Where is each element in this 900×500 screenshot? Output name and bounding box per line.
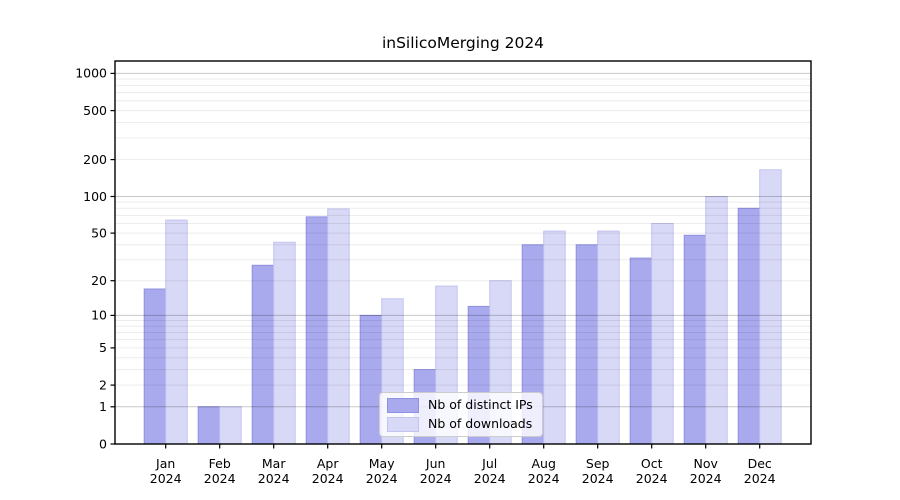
y-tick-label: 1 <box>99 399 107 414</box>
bar-downloads-dec <box>759 169 782 445</box>
grid-layer <box>115 72 811 408</box>
bar-ips-oct <box>629 257 653 445</box>
x-axis: Jan 2024 Feb 2024 Mar 2024 Apr 2024 May 2024 Jun 20… <box>150 444 776 486</box>
bar-downloads-sep <box>597 230 620 445</box>
legend-item-distinct-ips: Nb of distinct IPs <box>387 396 542 413</box>
x-tick-label: May 2024 <box>366 456 398 486</box>
bar-ips-sep <box>575 244 599 445</box>
y-tick-label: 1000 <box>75 66 107 81</box>
legend-swatch-downloads-icon <box>387 416 419 432</box>
legend-label-distinct-ips: Nb of distinct IPs <box>428 396 533 412</box>
chart-title: inSilicoMerging 2024 <box>381 34 545 52</box>
legend-label-downloads: Nb of downloads <box>428 415 533 431</box>
y-tick-label: 10 <box>91 308 107 323</box>
y-tick-label: 500 <box>83 103 107 118</box>
y-tick-label: 2 <box>99 377 107 392</box>
x-tick-label: Aug 2024 <box>528 456 560 486</box>
x-tick-label: Feb 2024 <box>204 456 236 486</box>
bar-downloads-feb <box>219 406 242 445</box>
x-tick-label: Dec 2024 <box>744 456 776 486</box>
x-tick-label: Jul 2024 <box>474 456 506 486</box>
x-tick-label: Apr 2024 <box>312 456 344 486</box>
y-tick-label: 100 <box>83 189 107 204</box>
x-tick-label: Nov 2024 <box>690 456 722 486</box>
x-tick-label: Sep 2024 <box>582 456 614 486</box>
bar-downloads-oct <box>651 223 674 445</box>
x-tick-label: Oct 2024 <box>636 456 668 486</box>
legend-swatch-distinct-ips-icon <box>387 397 419 413</box>
bar-ips-mar <box>251 264 275 445</box>
bars-layer <box>143 169 782 445</box>
y-tick-label: 200 <box>83 152 107 167</box>
bar-downloads-mar <box>273 241 296 445</box>
x-tick-label: Jan 2024 <box>150 456 182 486</box>
bar-downloads-aug <box>543 230 566 445</box>
bar-ips-apr <box>305 216 329 445</box>
y-tick-label: 5 <box>99 340 107 355</box>
y-tick-label: 20 <box>91 273 107 288</box>
bar-ips-jan <box>143 288 167 445</box>
legend: Nb of distinct IPs Nb of downloads <box>379 392 543 437</box>
x-tick-label: Mar 2024 <box>258 456 290 486</box>
x-tick-label: Jun 2024 <box>420 456 452 486</box>
y-tick-label: 50 <box>91 225 107 240</box>
y-tick-label: 0 <box>99 436 107 451</box>
bar-ips-feb <box>197 406 221 445</box>
y-axis: 0 1 2 5 10 20 50 100 200 500 1000 <box>75 66 115 451</box>
plot-border <box>114 60 812 445</box>
legend-item-downloads: Nb of downloads <box>387 415 542 432</box>
